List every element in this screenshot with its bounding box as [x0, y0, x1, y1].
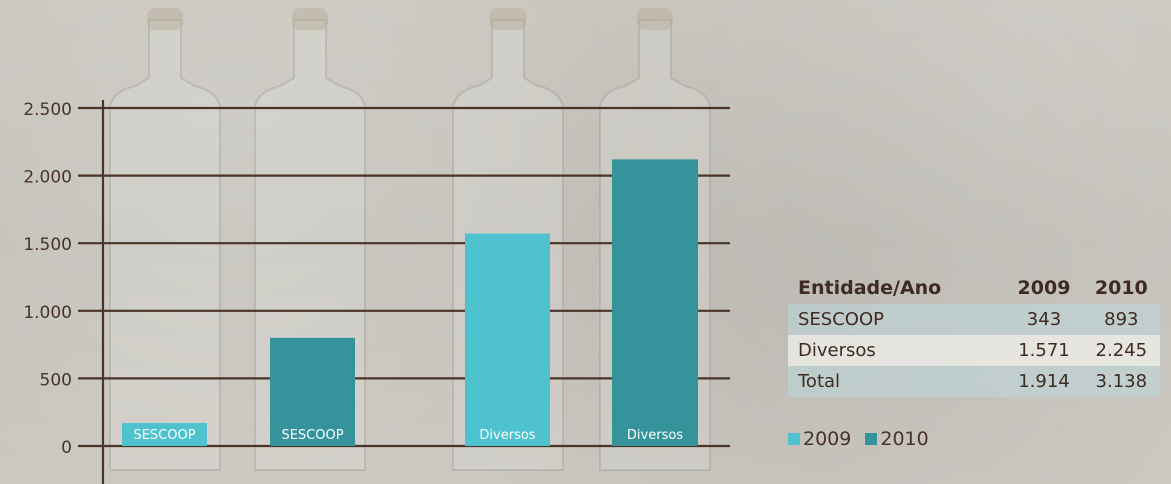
bar-category-label: SESCOOP	[133, 428, 195, 443]
table-row: Diversos 1.571 2.245	[788, 335, 1160, 366]
table-cell: 893	[1082, 304, 1160, 335]
legend-label-2009: 2009	[803, 428, 852, 450]
y-tick-label: 2.500	[23, 100, 72, 120]
bar	[122, 423, 207, 446]
table-header-row: Entidade/Ano 2009 2010	[788, 272, 1160, 304]
y-tick-label: 500	[40, 370, 72, 390]
table-cell: 1.571	[1005, 335, 1083, 366]
table-cell: 1.914	[1005, 366, 1083, 397]
table-cell: 2.245	[1082, 335, 1160, 366]
table-cell: 343	[1005, 304, 1083, 335]
legend-item-2010: 2010	[865, 428, 929, 450]
bar-category-label: SESCOOP	[281, 428, 343, 443]
y-tick-label: 1.500	[23, 235, 72, 255]
table-row: Total 1.914 3.138	[788, 366, 1160, 397]
table-cell: SESCOOP	[788, 304, 1006, 335]
table-header-2009: 2009	[1017, 277, 1071, 299]
legend-item-2009: 2009	[788, 428, 851, 450]
legend-swatch-2009	[788, 433, 800, 445]
table-cell: 3.138	[1082, 366, 1160, 397]
legend-swatch-2010	[865, 433, 878, 445]
y-tick-label: 2.000	[23, 168, 72, 188]
y-tick-label: 1.000	[23, 303, 72, 323]
table-row: SESCOOP 343 893	[788, 304, 1160, 335]
table-cell: Total	[788, 366, 1006, 397]
bar-category-label: Diversos	[479, 428, 535, 443]
legend-label-2010: 2010	[880, 428, 929, 450]
bar-category-label: Diversos	[627, 428, 683, 443]
bottle-illustration	[109, 8, 221, 471]
table-cell: Diversos	[788, 335, 1006, 366]
data-table: Entidade/Ano 2009 2010 SESCOOP 343 893 D…	[788, 272, 1160, 397]
table-header-2010: 2010	[1094, 277, 1148, 299]
bar	[270, 337, 355, 446]
legend: 2009 2010	[788, 428, 929, 450]
bar	[465, 233, 550, 446]
bar	[612, 159, 698, 446]
y-tick-label: 0	[61, 438, 72, 458]
table-header-entity: Entidade/Ano	[798, 277, 942, 299]
